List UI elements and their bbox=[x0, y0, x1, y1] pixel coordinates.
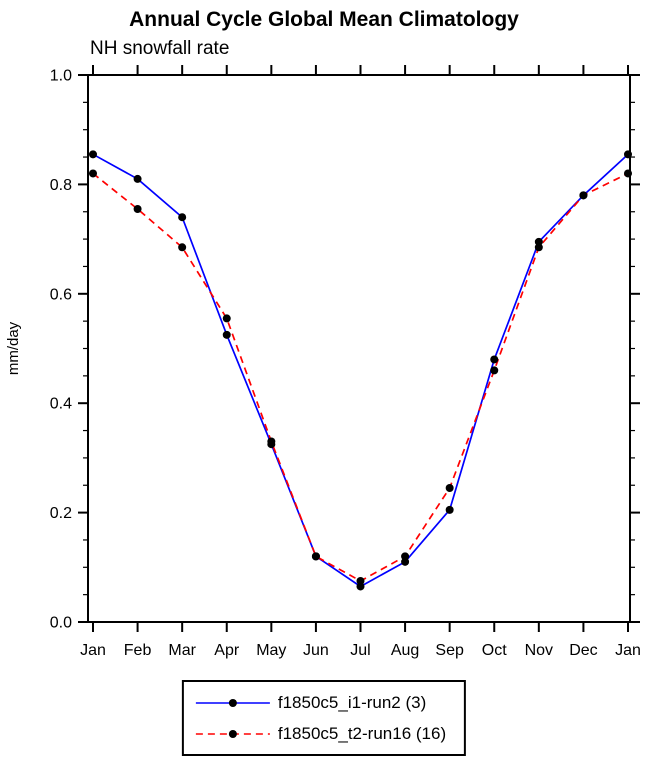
data-point-marker bbox=[490, 355, 499, 364]
data-point-marker bbox=[311, 552, 320, 561]
x-tick-label: Jun bbox=[303, 642, 329, 659]
y-axis-label: mm/day bbox=[5, 321, 22, 375]
series-line-1 bbox=[92, 172, 629, 582]
data-point-marker bbox=[89, 150, 97, 159]
legend-entry: f1850c5_t2-run16 (16) bbox=[194, 718, 446, 749]
data-point-marker bbox=[624, 169, 632, 178]
tick-labels: 0.0 0.2 0.4 0.6 0.8 1.0 Jan Feb Mar Apr May Jun Jul A… bbox=[5, 68, 641, 660]
data-point-marker bbox=[401, 557, 410, 566]
legend-marker-icon bbox=[228, 729, 237, 738]
data-point-marker bbox=[534, 243, 543, 252]
data-point-marker bbox=[267, 437, 276, 446]
series-markers-0 bbox=[89, 150, 632, 591]
data-point-marker bbox=[579, 191, 588, 200]
y-tick-label: 0.2 bbox=[50, 505, 72, 522]
x-tick-label: Sep bbox=[435, 642, 464, 659]
data-point-marker bbox=[445, 483, 454, 492]
x-tick-label: Dec bbox=[569, 642, 597, 659]
legend: f1850c5_i1-run2 (3) f1850c5_t2-run16 (16… bbox=[181, 680, 467, 756]
data-point-marker bbox=[178, 243, 187, 252]
data-point-marker bbox=[490, 366, 499, 375]
x-tick-label: Jan bbox=[80, 642, 106, 659]
major-ticks bbox=[78, 65, 640, 632]
y-tick-label: 0.6 bbox=[50, 286, 72, 303]
x-tick-label: Aug bbox=[391, 642, 419, 659]
x-tick-label: Mar bbox=[168, 642, 196, 659]
series-line-0 bbox=[92, 153, 629, 588]
legend-label: f1850c5_t2-run16 (16) bbox=[277, 723, 447, 743]
x-tick-label: Jan bbox=[615, 642, 641, 659]
y-tick-label: 0.8 bbox=[50, 177, 72, 194]
legend-entry: f1850c5_i1-run2 (3) bbox=[194, 687, 446, 718]
data-point-marker bbox=[222, 314, 231, 323]
data-point-marker bbox=[222, 330, 231, 339]
data-point-marker bbox=[624, 150, 632, 159]
legend-marker-icon bbox=[228, 698, 237, 707]
plot-box bbox=[87, 74, 631, 623]
x-tick-label: May bbox=[256, 642, 286, 659]
minor-ticks bbox=[83, 101, 635, 596]
legend-line-sample bbox=[195, 729, 270, 738]
x-tick-label: Apr bbox=[214, 642, 240, 659]
y-tick-label: 0.4 bbox=[50, 396, 72, 413]
data-point-marker bbox=[534, 237, 543, 246]
legend-label: f1850c5_i1-run2 (3) bbox=[277, 692, 427, 712]
data-point-marker bbox=[445, 505, 454, 514]
x-tick-label: Nov bbox=[525, 642, 553, 659]
chart-subtitle: NH snowfall rate bbox=[90, 38, 230, 59]
series-markers-1 bbox=[89, 169, 632, 585]
y-tick-label: 1.0 bbox=[50, 68, 72, 85]
legend-line-sample bbox=[195, 698, 270, 707]
data-point-marker bbox=[133, 174, 142, 183]
line-chart: 0.0 0.2 0.4 0.6 0.8 1.0 Jan Feb Mar Apr May Jun Jul A… bbox=[5, 65, 641, 660]
x-tick-label: Oct bbox=[482, 642, 507, 659]
data-point-marker bbox=[89, 169, 97, 178]
data-point-marker bbox=[178, 213, 187, 222]
data-point-marker bbox=[356, 582, 365, 591]
data-point-marker bbox=[401, 552, 410, 561]
chart-title: Annual Cycle Global Mean Climatology bbox=[129, 8, 519, 31]
x-tick-label: Feb bbox=[124, 642, 152, 659]
x-tick-label: Jul bbox=[350, 642, 370, 659]
data-point-marker bbox=[133, 205, 142, 214]
data-point-marker bbox=[356, 576, 365, 585]
axes bbox=[87, 74, 631, 623]
y-tick-label: 0.0 bbox=[50, 615, 72, 632]
